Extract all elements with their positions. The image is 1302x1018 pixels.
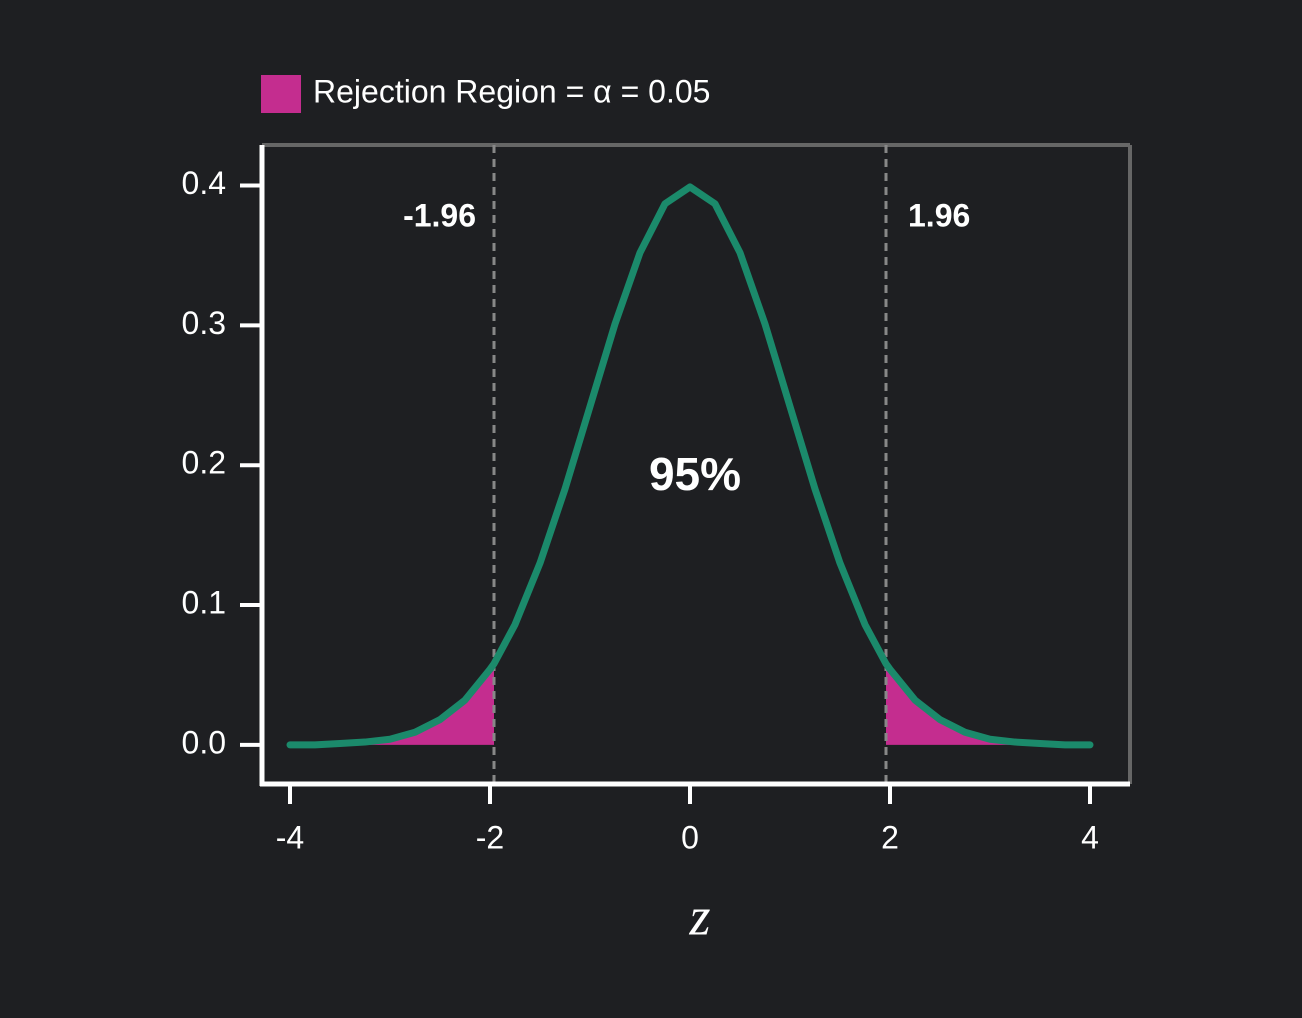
density-line	[286, 183, 1094, 749]
center-annotation: 95%	[649, 448, 741, 500]
y-tick-label: 0.0	[182, 724, 226, 760]
x-tick-label: 2	[881, 819, 899, 855]
rejection-area	[886, 663, 1090, 745]
y-tick-label: 0.1	[182, 584, 226, 620]
legend-swatch	[261, 75, 301, 113]
y-tick-label: 0.3	[182, 305, 226, 341]
threshold-label: 1.96	[908, 197, 970, 233]
threshold-label: -1.96	[403, 197, 476, 233]
x-axis-label: z	[688, 886, 710, 946]
x-tick-label: -2	[476, 819, 504, 855]
x-tick-label: 0	[681, 819, 699, 855]
y-tick-label: 0.2	[182, 445, 226, 481]
x-tick-label: -4	[276, 819, 304, 855]
y-tick-label: 0.4	[182, 165, 226, 201]
x-tick-label: 4	[1081, 819, 1099, 855]
rejection-area	[290, 663, 494, 745]
legend-label: Rejection Region = α = 0.05	[313, 73, 710, 109]
